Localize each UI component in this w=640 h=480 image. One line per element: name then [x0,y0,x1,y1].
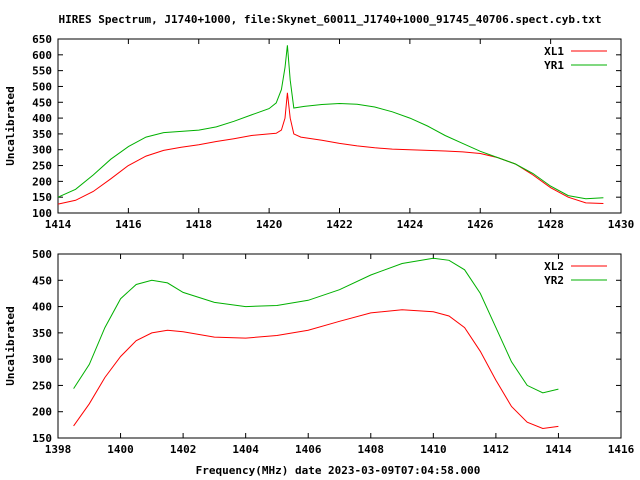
x-axis-label: Frequency(MHz) date 2023-03-09T07:04:58.… [196,464,481,477]
lower-spectrum-plot: 1398 1400 1402 1404 1406 1408 1410 1412 1414 1416… [4,248,635,456]
y-tick-label: 300 [32,353,52,366]
series-line-yr1 [57,45,604,200]
x-tick-label: 1408 [358,443,385,456]
legend-label-yr1: YR1 [544,59,564,72]
x-tick-label: 1404 [232,443,259,456]
y-tick-label: 450 [32,96,52,109]
x-tick-label: 1414 [545,443,572,456]
y-tick-label: 100 [32,207,52,220]
y-tick-label: 650 [32,33,52,46]
y-tick-label: 250 [32,379,52,392]
x-tick-label: 1412 [483,443,510,456]
x-tick-label: 1406 [295,443,322,456]
x-tick-label: 1420 [256,218,283,231]
y-tick-label: 450 [32,274,52,287]
y-tick-label: 500 [32,80,52,93]
legend-label-xl1: XL1 [544,45,564,58]
y-tick-label: 150 [32,432,52,445]
x-tick-label: 1410 [420,443,447,456]
y-tick-label: 200 [32,175,52,188]
x-tick-label: 1400 [107,443,134,456]
x-tick-label: 1430 [608,218,635,231]
y-tick-label: 250 [32,160,52,173]
x-tick-label: 1418 [186,218,213,231]
plot-frame [57,253,622,439]
upper-spectrum-plot: 1414 1416 1418 1420 1422 1424 1426 1428 1430 100 1… [4,33,634,231]
series-line-yr2 [73,257,559,394]
y-tick-label: 300 [32,144,52,157]
x-tick-label: 1424 [397,218,424,231]
y-tick-label: 350 [32,128,52,141]
y-axis-label: Uncalibrated [4,86,17,165]
y-axis-label: Uncalibrated [4,306,17,385]
x-tick-label: 1416 [115,218,142,231]
x-tick-label: 1416 [608,443,635,456]
y-tick-label: 400 [32,301,52,314]
y-tick-label: 200 [32,406,52,419]
series-line-xl2 [73,309,559,430]
y-tick-label: 400 [32,112,52,125]
x-tick-label: 1398 [45,443,72,456]
x-tick-label: 1402 [170,443,197,456]
legend-label-xl2: XL2 [544,260,564,273]
y-tick-label: 550 [32,65,52,78]
y-tick-label: 350 [32,327,52,340]
x-tick-label: 1428 [537,218,564,231]
x-tick-label: 1414 [45,218,72,231]
y-tick-label: 600 [32,49,52,62]
y-tick-label: 500 [32,248,52,261]
plot-frame [57,38,622,214]
series-line-xl1 [57,92,604,205]
x-tick-label: 1422 [326,218,353,231]
legend-label-yr2: YR2 [544,274,564,287]
x-tick-label: 1426 [467,218,494,231]
y-tick-label: 150 [32,191,52,204]
figure-title: HIRES Spectrum, J1740+1000, file:Skynet_… [58,13,601,26]
